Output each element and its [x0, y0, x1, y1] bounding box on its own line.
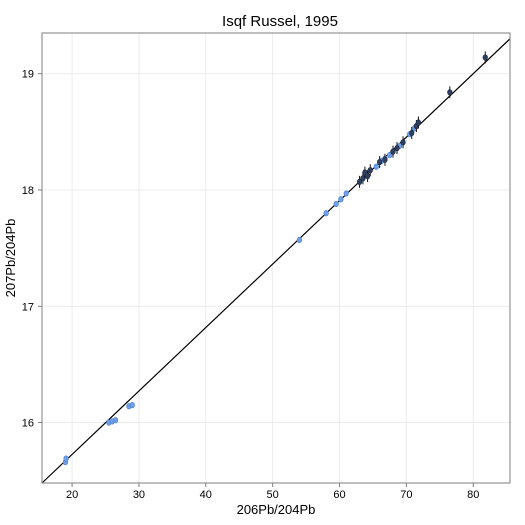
- data-point: [482, 54, 488, 61]
- y-tick-label: 16: [22, 418, 34, 430]
- data-point: [338, 196, 344, 203]
- data-point: [377, 158, 383, 166]
- data-point: [373, 163, 379, 170]
- y-tick-label: 18: [22, 185, 34, 197]
- data-point: [447, 89, 453, 96]
- chart-title: Isqf Russel, 1995: [222, 13, 338, 30]
- data-point: [333, 200, 339, 208]
- regression-line: [41, 38, 511, 484]
- data-point: [415, 119, 422, 126]
- data-point: [129, 401, 135, 409]
- x-tick-label: 40: [200, 489, 212, 501]
- y-tick-label: 17: [22, 301, 34, 313]
- x-tick-label: 50: [267, 489, 279, 501]
- data-point: [364, 172, 371, 180]
- x-tick-label: 30: [133, 489, 145, 501]
- data-point: [296, 236, 303, 244]
- plot-frame: [41, 32, 511, 484]
- data-point: [409, 129, 415, 137]
- data-point: [63, 455, 69, 462]
- x-tick-label: 60: [333, 489, 345, 501]
- data-point: [390, 148, 396, 155]
- data-point: [382, 156, 388, 163]
- y-axis: 16 17 18 19: [22, 69, 42, 430]
- data-point: [323, 210, 329, 217]
- y-axis-title: 207Pb/204Pb: [3, 219, 18, 298]
- x-tick-label: 70: [400, 489, 412, 501]
- grid: [42, 33, 510, 483]
- data-point: [343, 190, 349, 197]
- x-axis: 20 30 40 50 60 70 80: [66, 483, 479, 501]
- x-tick-label: 20: [66, 489, 78, 501]
- data-point: [394, 145, 400, 152]
- data-point: [367, 167, 373, 174]
- data-point: [356, 178, 363, 185]
- x-axis-title: 206Pb/204Pb: [237, 502, 316, 517]
- data-points: [62, 51, 488, 466]
- data-point: [112, 417, 119, 424]
- data-point: [400, 139, 406, 146]
- regression-line-layer: [41, 38, 511, 484]
- y-tick-label: 19: [22, 69, 34, 81]
- x-tick-label: 80: [467, 489, 479, 501]
- data-point: [387, 151, 393, 159]
